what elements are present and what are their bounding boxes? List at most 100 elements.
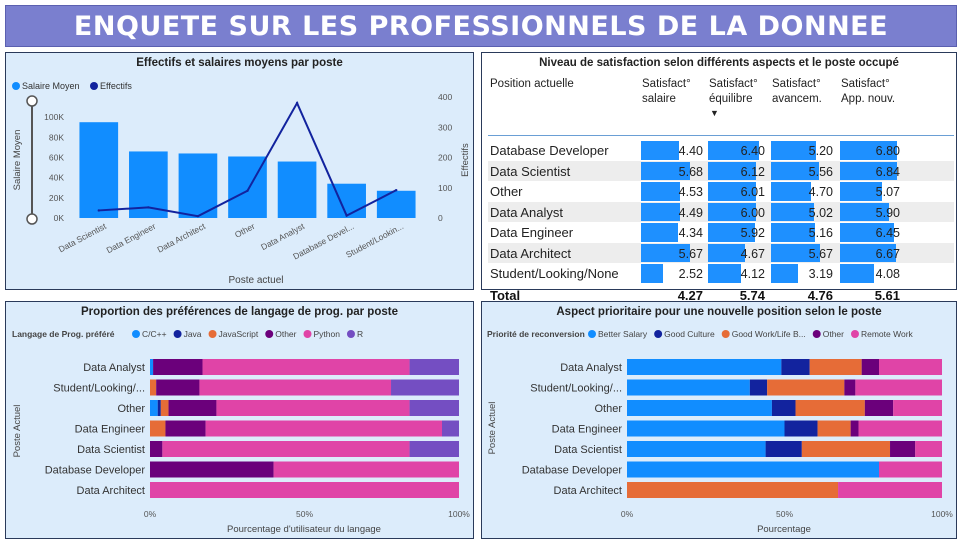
bar-segment[interactable] bbox=[409, 359, 459, 375]
bar-segment[interactable] bbox=[784, 420, 818, 437]
table-row[interactable]: Data Engineer 4.34 5.92 5.16 6.45 bbox=[488, 222, 954, 243]
legend-marker[interactable] bbox=[346, 330, 355, 338]
bar-segment[interactable] bbox=[879, 359, 942, 375]
bar-segment[interactable] bbox=[781, 359, 810, 375]
bar-segment[interactable] bbox=[150, 420, 166, 437]
col-header-avancement-b[interactable]: avancem. bbox=[772, 93, 822, 105]
legend-item[interactable]: R bbox=[357, 329, 363, 339]
bar-segment[interactable] bbox=[627, 441, 766, 457]
bar-segment[interactable] bbox=[205, 420, 443, 437]
bar-segment[interactable] bbox=[850, 420, 859, 437]
bar-segment[interactable] bbox=[627, 400, 772, 416]
bar-segment[interactable] bbox=[409, 400, 459, 416]
bar-salaire-moyen[interactable] bbox=[79, 122, 119, 218]
point-effectifs[interactable] bbox=[295, 101, 299, 105]
legend-item[interactable]: Remote Work bbox=[861, 329, 914, 339]
bar-segment[interactable] bbox=[150, 359, 154, 375]
bar-segment[interactable] bbox=[879, 461, 942, 478]
legend-marker[interactable] bbox=[173, 330, 182, 338]
col-header-equilibre-a[interactable]: Satisfact° bbox=[709, 78, 758, 90]
col-header-salaire-a[interactable]: Satisfact° bbox=[642, 78, 691, 90]
bar-segment[interactable] bbox=[749, 379, 768, 396]
point-effectifs[interactable] bbox=[196, 214, 200, 218]
bar-segment[interactable] bbox=[893, 400, 942, 416]
table-row[interactable]: Data Analyst 4.49 6.00 5.02 5.90 bbox=[488, 201, 954, 222]
legend-item[interactable]: Other bbox=[823, 329, 844, 339]
bar-segment[interactable] bbox=[858, 420, 942, 437]
legend-marker[interactable] bbox=[850, 330, 859, 338]
point-effectifs[interactable] bbox=[97, 209, 100, 212]
bar-segment[interactable] bbox=[809, 359, 862, 375]
legend-item[interactable]: Good Work/Life B... bbox=[732, 329, 806, 339]
bar-segment[interactable] bbox=[767, 379, 845, 396]
bar-segment[interactable] bbox=[817, 420, 851, 437]
bar-salaire-moyen[interactable] bbox=[178, 153, 218, 218]
col-header-appnouv-b[interactable]: App. nouv. bbox=[841, 93, 896, 105]
col-header-appnouv-a[interactable]: Satisfact° bbox=[841, 78, 890, 90]
bar-segment[interactable] bbox=[202, 359, 410, 375]
bar-segment[interactable] bbox=[157, 400, 161, 416]
bar-segment[interactable] bbox=[162, 441, 410, 457]
bar-segment[interactable] bbox=[273, 461, 459, 478]
table-row[interactable]: Student/Looking/None 2.52 4.12 3.19 4.08 bbox=[488, 263, 954, 284]
legend-marker[interactable] bbox=[654, 330, 663, 338]
bar-segment[interactable] bbox=[150, 441, 163, 457]
legend-item[interactable]: C/C++ bbox=[142, 329, 167, 339]
table-row[interactable]: Other 4.53 6.01 4.70 5.07 bbox=[488, 181, 954, 202]
table-row[interactable]: Data Architect 5.67 4.67 5.67 6.67 bbox=[488, 242, 954, 263]
col-header-avancement-a[interactable]: Satisfact° bbox=[772, 78, 821, 90]
point-effectifs[interactable] bbox=[345, 214, 348, 217]
bar-segment[interactable] bbox=[765, 441, 802, 457]
legend-marker[interactable] bbox=[265, 330, 274, 338]
point-effectifs[interactable] bbox=[246, 189, 249, 192]
bar-segment[interactable] bbox=[168, 400, 217, 416]
bar-segment[interactable] bbox=[795, 400, 865, 416]
legend-marker[interactable] bbox=[721, 330, 730, 338]
legend-marker[interactable] bbox=[303, 330, 312, 338]
bar-segment[interactable] bbox=[160, 400, 169, 416]
bar-segment[interactable] bbox=[890, 441, 916, 457]
bar-segment[interactable] bbox=[150, 482, 459, 498]
table-row[interactable]: Data Scientist 5.68 6.12 5.56 6.84 bbox=[488, 160, 954, 181]
bar-segment[interactable] bbox=[915, 441, 942, 457]
legend-item[interactable]: Other bbox=[275, 329, 296, 339]
legend-marker[interactable] bbox=[812, 330, 821, 338]
bar-segment[interactable] bbox=[216, 400, 410, 416]
bar-segment[interactable] bbox=[771, 400, 796, 416]
bar-segment[interactable] bbox=[627, 461, 879, 478]
point-effectifs[interactable] bbox=[395, 188, 398, 192]
zoom-slider-handle-top[interactable] bbox=[26, 95, 38, 107]
legend-item[interactable]: Better Salary bbox=[598, 329, 648, 339]
bar-segment[interactable] bbox=[442, 420, 459, 437]
bar-segment[interactable] bbox=[150, 461, 274, 478]
legend-marker[interactable] bbox=[208, 330, 217, 338]
bar-segment[interactable] bbox=[409, 441, 459, 457]
col-header-equilibre-b[interactable]: équilibre bbox=[709, 93, 753, 105]
bar-segment[interactable] bbox=[627, 379, 750, 396]
bar-segment[interactable] bbox=[627, 482, 839, 498]
bar-segment[interactable] bbox=[838, 482, 942, 498]
point-effectifs[interactable] bbox=[147, 206, 150, 209]
bar-segment[interactable] bbox=[391, 379, 459, 396]
bar-segment[interactable] bbox=[861, 359, 879, 375]
legend-marker[interactable] bbox=[132, 330, 140, 338]
sort-arrow-icon[interactable]: ▼ bbox=[710, 108, 719, 118]
legend-item[interactable]: Good Culture bbox=[664, 329, 715, 339]
bar-segment[interactable] bbox=[150, 379, 157, 396]
zoom-slider-handle-bottom[interactable] bbox=[26, 213, 38, 225]
bar-segment[interactable] bbox=[844, 379, 856, 396]
table-row[interactable]: Database Developer 4.40 6.40 5.20 6.80 bbox=[488, 140, 954, 161]
bar-segment[interactable] bbox=[153, 359, 203, 375]
bar-salaire-moyen[interactable] bbox=[277, 161, 317, 218]
bar-segment[interactable] bbox=[165, 420, 206, 437]
legend-item[interactable]: Java bbox=[184, 329, 202, 339]
col-header-salaire-b[interactable]: salaire bbox=[642, 93, 676, 105]
bar-segment[interactable] bbox=[156, 379, 200, 396]
col-header-position[interactable]: Position actuelle bbox=[490, 78, 574, 90]
bar-segment[interactable] bbox=[855, 379, 942, 396]
bar-segment[interactable] bbox=[199, 379, 392, 396]
bar-salaire-moyen[interactable] bbox=[327, 183, 366, 218]
legend-item[interactable]: JavaScript bbox=[219, 329, 259, 339]
bar-segment[interactable] bbox=[864, 400, 894, 416]
bar-segment[interactable] bbox=[801, 441, 891, 457]
